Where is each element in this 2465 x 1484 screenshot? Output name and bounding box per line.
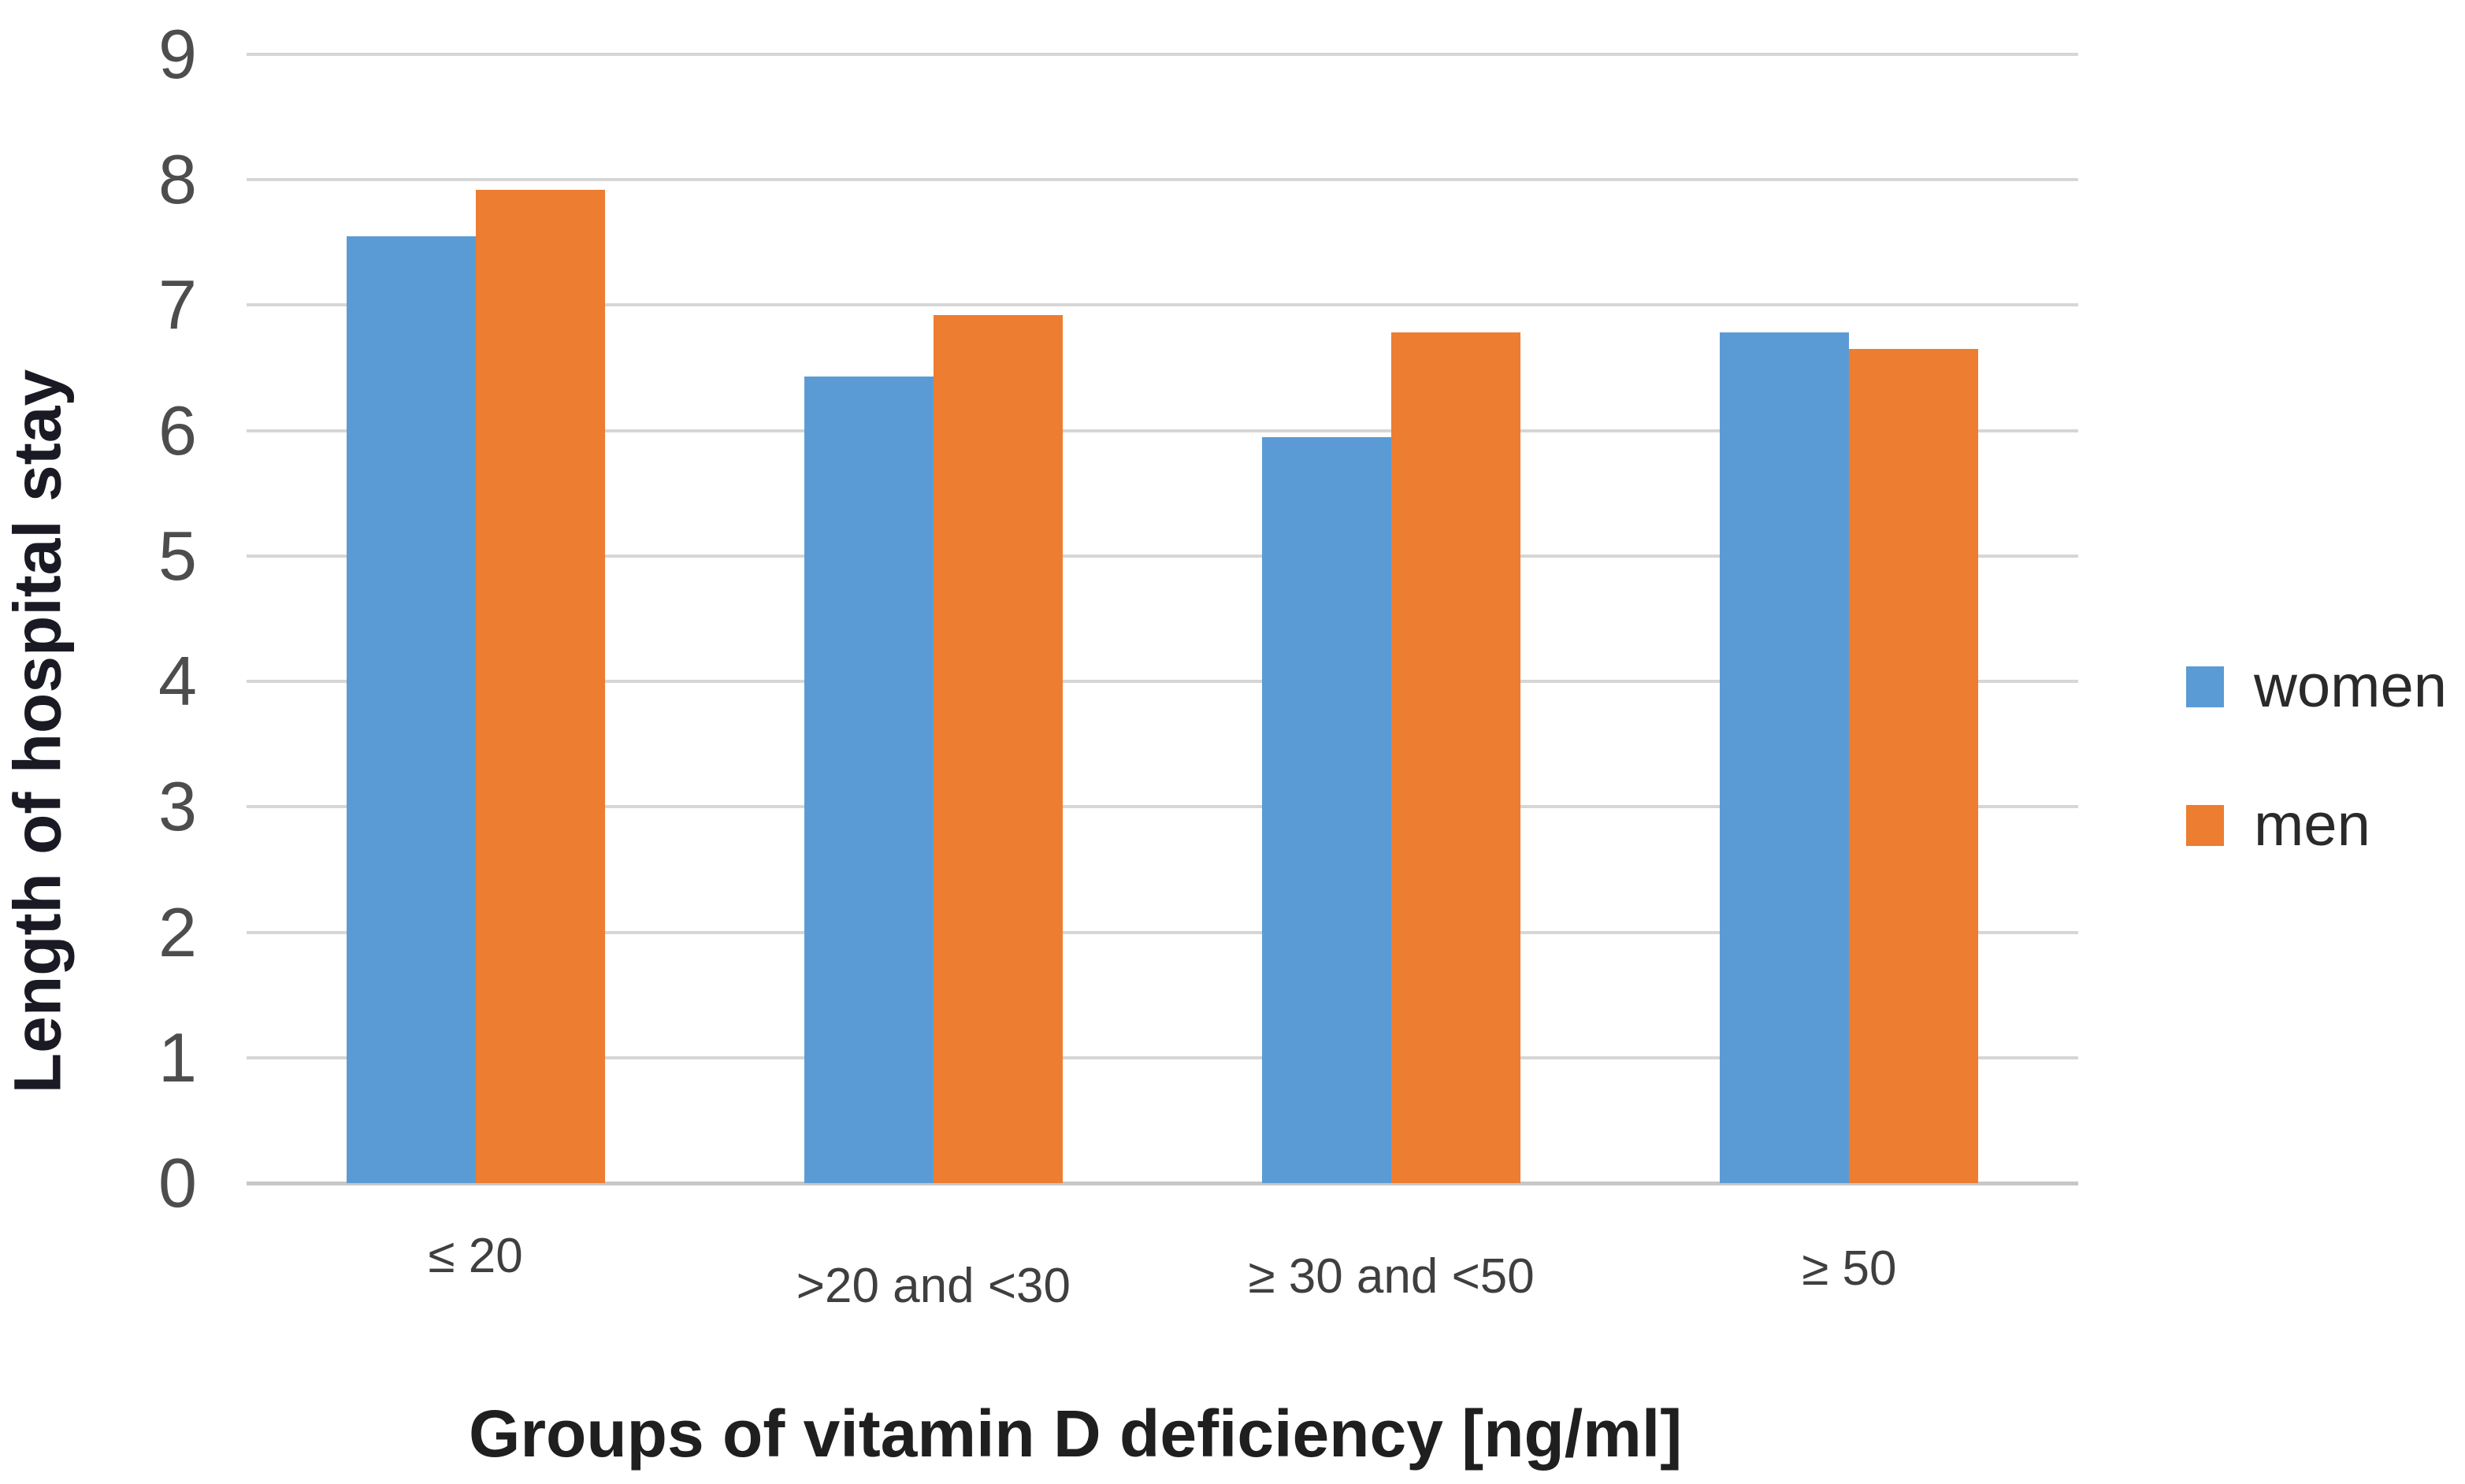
- legend-swatch-women: [2186, 666, 2224, 707]
- bar-women-0: [346, 236, 476, 1183]
- gridline: [247, 680, 2078, 684]
- bar-women-3: [1720, 332, 1850, 1183]
- y-tick-label: 8: [158, 140, 197, 219]
- gridline: [247, 429, 2078, 432]
- y-tick-label: 5: [158, 516, 197, 595]
- x-tick-label: ≥ 30 and <50: [1248, 1249, 1535, 1304]
- gridline: [247, 303, 2078, 307]
- gridline: [247, 1055, 2078, 1059]
- y-tick-label: 1: [158, 1018, 197, 1096]
- x-axis-title: Groups of vitamin D deficiency [ng/ml]: [469, 1397, 1683, 1471]
- y-tick-label: 9: [158, 15, 197, 93]
- bar-men-3: [1849, 349, 1979, 1183]
- gridline: [247, 53, 2078, 56]
- plot-area: [247, 53, 2078, 1185]
- x-tick-label: ≤ 20: [428, 1229, 523, 1283]
- gridline: [247, 554, 2078, 558]
- gridline: [247, 178, 2078, 182]
- y-tick-label: 4: [158, 642, 197, 721]
- bar-women-2: [1262, 436, 1392, 1183]
- y-tick-label: 7: [158, 265, 197, 344]
- legend-item-women: women: [2186, 655, 2447, 718]
- x-tick-label: >20 and <30: [796, 1259, 1071, 1313]
- y-tick-label: 3: [158, 767, 197, 846]
- legend-item-men: men: [2186, 794, 2370, 857]
- bar-men-2: [1391, 332, 1521, 1183]
- legend-label-men: men: [2254, 792, 2370, 859]
- legend-swatch-men: [2186, 805, 2224, 846]
- y-tick-label: 0: [158, 1144, 197, 1222]
- y-tick-label: 6: [158, 391, 197, 469]
- bar-men-1: [933, 315, 1063, 1183]
- y-tick-label: 2: [158, 892, 197, 971]
- legend-label-women: women: [2254, 653, 2447, 720]
- bar-men-0: [475, 189, 605, 1183]
- gridline: [247, 1182, 2078, 1185]
- gridline: [247, 930, 2078, 934]
- gridline: [247, 805, 2078, 809]
- bar-women-1: [804, 377, 934, 1183]
- x-tick-label: ≥ 50: [1802, 1241, 1897, 1296]
